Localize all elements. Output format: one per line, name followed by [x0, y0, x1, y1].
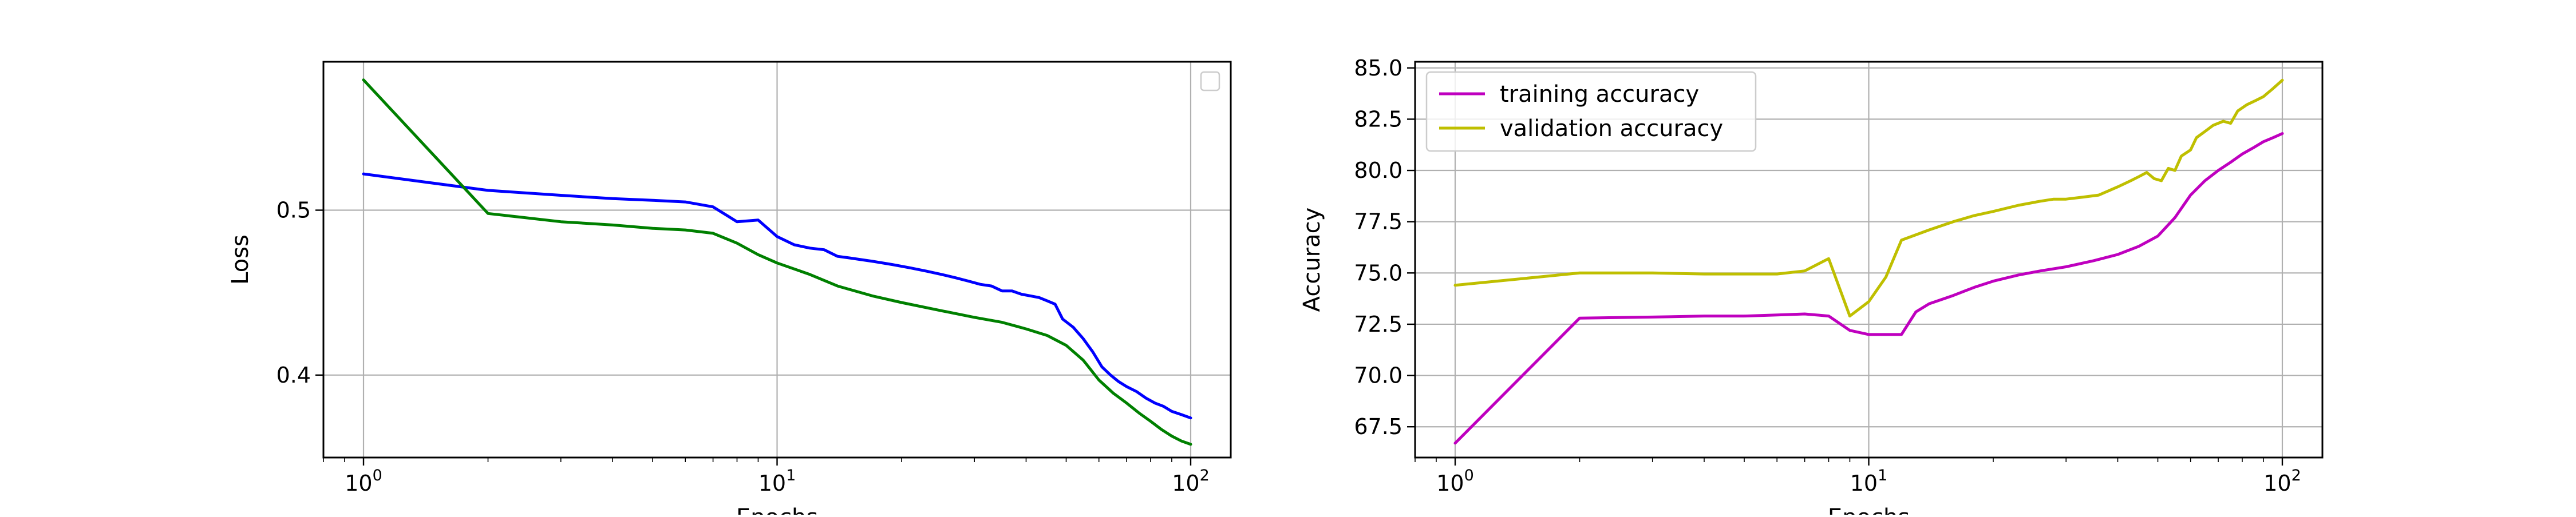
- accuracy-legend-frame: [1425, 71, 1757, 152]
- loss-series-2-line: [362, 78, 1192, 446]
- loss-x-tick-label: 101: [758, 467, 796, 496]
- loss-x-tick-label: 100: [345, 467, 382, 496]
- accuracy-x-axis-title: Epochs: [1828, 504, 1910, 515]
- accuracy-y-tick-label: 67.5: [1354, 414, 1402, 439]
- tick-exponent: 2: [1200, 467, 1210, 484]
- training-accuracy-legend-label: training accuracy: [1500, 81, 1699, 108]
- loss-empty-legend: [1200, 71, 1220, 92]
- accuracy-x-tick-label: 102: [2263, 467, 2301, 496]
- loss-x-axis-title: Epochs: [736, 504, 818, 515]
- accuracy-y-axis-title: Accuracy: [1299, 208, 1325, 312]
- loss-x-tick-label: 102: [1172, 467, 1210, 496]
- accuracy-y-tick-label: 77.5: [1354, 209, 1402, 234]
- loss-y-tick-label: 0.4: [276, 363, 311, 388]
- accuracy-x-tick-label: 100: [1436, 467, 1474, 496]
- tick-base: 10: [1850, 471, 1878, 496]
- accuracy-chart: 100 101 10267.570.072.575.077.580.082.585.…: [1299, 55, 2324, 517]
- validation-accuracy-legend-label: validation accuracy: [1500, 116, 1723, 142]
- accuracy-y-tick-label: 70.0: [1354, 363, 1402, 388]
- tick-base: 10: [1172, 471, 1199, 496]
- tick-base: 10: [758, 471, 786, 496]
- loss-y-tick-label: 0.5: [276, 198, 311, 223]
- loss-y-axis-title: Loss: [227, 234, 254, 285]
- loss-series-1-line: [362, 172, 1192, 420]
- tick-exponent: 2: [2291, 467, 2301, 484]
- tick-exponent: 0: [373, 467, 382, 484]
- tick-base: 10: [345, 471, 372, 496]
- accuracy-y-tick-label: 82.5: [1354, 106, 1402, 132]
- accuracy-y-tick-label: 75.0: [1354, 260, 1402, 285]
- accuracy-y-tick-label: 85.0: [1354, 55, 1402, 81]
- accuracy-y-tick-label: 72.5: [1354, 312, 1402, 337]
- accuracy-y-tick-label: 80.0: [1354, 158, 1402, 183]
- tick-exponent: 1: [1878, 467, 1887, 484]
- tick-base: 10: [1436, 471, 1464, 496]
- tick-exponent: 0: [1464, 467, 1474, 484]
- accuracy-x-tick-label: 101: [1850, 467, 1888, 496]
- training-accuracy-line: [1453, 132, 2284, 445]
- tick-exponent: 1: [786, 467, 796, 484]
- tick-base: 10: [2263, 471, 2291, 496]
- accuracy-legend: training accuracy validation accuracy: [1425, 71, 1757, 152]
- validation-accuracy-line: [1453, 78, 2284, 318]
